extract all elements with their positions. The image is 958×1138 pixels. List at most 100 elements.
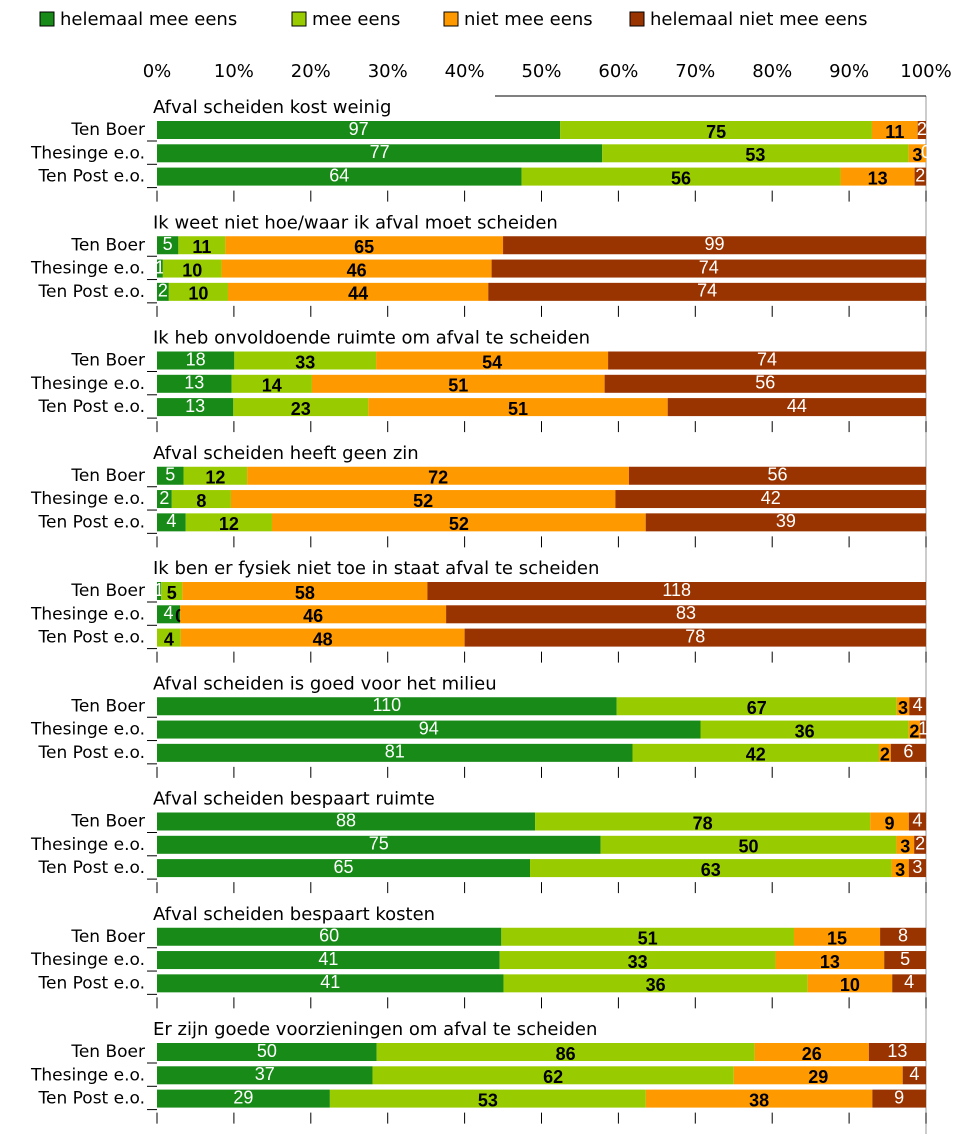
bar-segment — [157, 743, 633, 762]
group-title: Ik heb onvoldoende ruimte om afval te sc… — [153, 328, 590, 349]
bar-segment — [700, 720, 909, 739]
value-label: 3 — [900, 837, 910, 857]
bar-segment — [157, 628, 181, 647]
bar-segment — [503, 974, 808, 993]
bar-segment — [157, 1089, 330, 1108]
value-label: 37 — [255, 1064, 275, 1084]
row-label: Thesinge e.o. — [30, 489, 145, 509]
value-label: 4 — [164, 603, 174, 623]
x-tick-label: 20% — [291, 61, 331, 82]
value-label: 44 — [348, 284, 368, 304]
bar-segment — [157, 282, 169, 301]
bar-segment — [329, 1089, 646, 1108]
row-label: Ten Post e.o. — [38, 743, 145, 763]
bar-segment — [446, 605, 926, 624]
legend-swatch — [39, 11, 55, 27]
bar-segment — [157, 167, 522, 186]
value-label: 36 — [646, 975, 666, 995]
bar-segment — [157, 259, 163, 278]
bar-segment — [157, 351, 235, 370]
row-label: Ten Post e.o. — [38, 858, 145, 878]
value-label: 12 — [205, 468, 225, 488]
value-label: 88 — [336, 810, 356, 830]
bar-segment — [645, 1089, 873, 1108]
bar-segment — [230, 490, 616, 509]
value-label: 10 — [188, 284, 208, 304]
bar-segment — [600, 835, 897, 854]
row-label: Ten Boer — [70, 696, 145, 716]
group-title: Afval scheiden heeft geen zin — [153, 443, 419, 464]
row-label: Ten Boer — [70, 466, 145, 486]
value-label: 18 — [186, 349, 206, 369]
value-label: 38 — [749, 1090, 769, 1110]
bar-segment — [157, 720, 701, 739]
value-label: 99 — [705, 234, 725, 254]
value-label: 39 — [776, 511, 796, 531]
value-label: 72 — [428, 468, 448, 488]
value-label: 65 — [333, 857, 353, 877]
value-label: 1 — [918, 718, 928, 738]
bar-segment — [908, 812, 926, 831]
bar-segment — [376, 1043, 755, 1061]
bar-segment — [247, 466, 630, 485]
x-tick-label: 30% — [368, 61, 408, 82]
bar-segment — [840, 167, 915, 186]
group-title: Er zijn goede voorzieningen om afval te … — [153, 1019, 597, 1040]
value-label: 4 — [913, 695, 923, 715]
value-label: 74 — [697, 281, 717, 301]
value-label: 50 — [739, 837, 759, 857]
bar-segment — [311, 374, 605, 393]
value-label: 75 — [369, 834, 389, 854]
bar-segment — [891, 859, 909, 878]
value-label: 54 — [482, 352, 502, 372]
value-label: 8 — [898, 926, 908, 946]
bar-segment — [157, 121, 561, 139]
bar-segment — [914, 835, 926, 854]
value-label: 94 — [419, 718, 439, 738]
value-label: 67 — [747, 698, 767, 718]
x-tick-label: 80% — [752, 61, 792, 82]
value-label: 2 — [880, 745, 890, 765]
row-label: Ten Post e.o. — [38, 282, 145, 302]
value-label: 0 — [921, 142, 931, 162]
bar-segment — [225, 236, 504, 255]
bar-segment — [168, 282, 228, 301]
value-label: 41 — [320, 972, 340, 992]
value-label: 1 — [155, 257, 165, 277]
bar-segment — [180, 605, 447, 624]
value-label: 56 — [755, 373, 775, 393]
group-title: Afval scheiden bespaart kosten — [153, 904, 435, 925]
bar-segment — [908, 720, 921, 739]
bar-segment — [157, 374, 232, 393]
bar-segment — [909, 697, 926, 716]
bar-segment — [157, 859, 531, 878]
row-label: Ten Post e.o. — [38, 167, 145, 187]
value-label: 15 — [827, 929, 847, 949]
bar-segment — [157, 466, 184, 485]
legend-label: mee eens — [312, 9, 400, 30]
bar-segment — [157, 974, 504, 993]
bar-segment — [227, 282, 489, 301]
value-label: 50 — [257, 1041, 277, 1061]
bar-segment — [157, 951, 500, 970]
value-label: 41 — [318, 949, 338, 969]
bar-segment — [372, 1066, 734, 1085]
bar-segment — [880, 927, 926, 946]
value-label: 11 — [192, 237, 211, 257]
row-label: Ten Boer — [70, 927, 145, 947]
bar-segment — [896, 697, 910, 716]
value-label: 78 — [685, 626, 705, 646]
bar-segment — [368, 398, 668, 417]
value-label: 2 — [915, 834, 925, 854]
bar-segment — [872, 1089, 926, 1108]
bar-segment — [501, 927, 795, 946]
value-label: 74 — [757, 349, 777, 369]
bar-segment — [157, 513, 186, 532]
x-tick-label: 70% — [675, 61, 715, 82]
value-label: 5 — [167, 583, 177, 603]
bar-segment — [908, 144, 926, 163]
bar-segment — [914, 167, 926, 186]
row-label: Thesinge e.o. — [30, 143, 145, 163]
bar-segment — [157, 812, 536, 831]
value-label: 42 — [746, 745, 766, 765]
